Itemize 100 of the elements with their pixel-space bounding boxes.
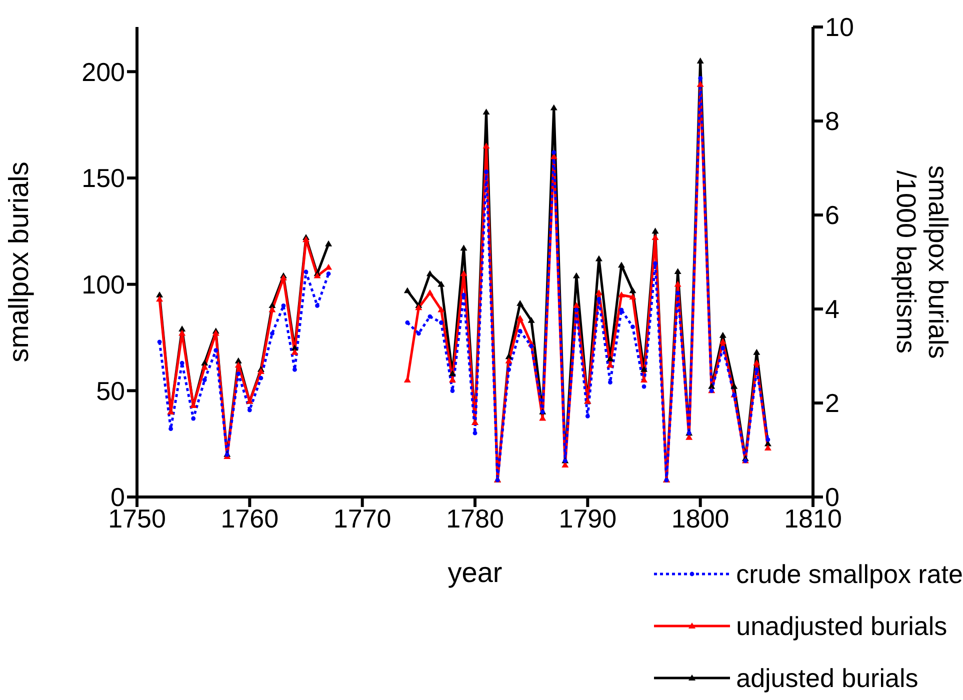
point [214,348,218,353]
point [698,76,703,80]
point [439,320,444,325]
point [696,80,704,87]
point [405,320,410,325]
y2-tick-label: 8 [825,106,840,136]
point [482,108,490,115]
y2-tick-label: 6 [825,200,840,230]
y-tick-label: 200 [82,56,125,87]
point [270,331,274,336]
point [281,304,286,308]
point [518,328,522,334]
point [505,357,512,364]
point [766,437,770,442]
point [585,414,590,418]
point [720,346,726,350]
point [448,370,456,376]
point [630,324,635,330]
point [236,372,241,376]
point [516,300,524,306]
point [291,348,298,355]
point [268,306,276,312]
point [326,272,331,276]
point [640,376,648,382]
point [201,364,208,370]
point [619,308,624,312]
point [764,444,772,451]
point [696,58,704,64]
point [516,314,524,321]
point [302,236,310,242]
point [652,234,659,240]
point [258,376,264,380]
point [157,340,162,344]
y-axis-title: smallpox burials [2,162,34,362]
point [438,280,445,287]
point [257,368,264,374]
point [438,306,445,312]
point [642,384,646,389]
point [460,270,468,276]
point [416,331,421,336]
point [754,367,759,372]
point [529,344,534,348]
point [606,355,614,362]
point [315,304,320,308]
point [178,330,186,336]
point [201,360,208,366]
point [528,316,535,323]
point [268,302,276,308]
point [484,170,488,174]
x-tick-label: 1790 [558,503,617,534]
y2-axis-title: smallpox burials /1000 baptisms [891,165,953,359]
point [404,287,411,294]
legend-label: crude smallpox rate [736,558,963,591]
point [562,462,569,468]
x-tick-label: 1760 [220,503,279,534]
point [572,302,580,308]
point [753,360,760,366]
point [653,261,658,266]
point [640,366,648,372]
x-tick-label: 1800 [671,503,730,534]
point [674,268,682,274]
point [574,308,579,312]
point [596,296,602,302]
y-tick-label: 150 [82,163,125,194]
point [753,348,760,355]
point [325,264,332,270]
point [426,270,434,276]
point [629,287,636,294]
point [652,228,659,234]
point [572,272,580,278]
point [304,270,308,274]
point [618,291,625,298]
legend-label: adjusted burials [736,662,918,695]
point [462,292,466,298]
point [460,244,468,251]
point [180,360,184,366]
point [450,388,455,393]
legend-label: unadjusted burials [736,610,948,643]
point [719,338,726,344]
point [426,289,434,296]
point [719,332,726,338]
point [247,408,252,412]
point [676,290,680,296]
point [550,104,558,110]
y2-tick-label: 2 [825,388,840,418]
point [191,416,196,421]
point [202,378,207,382]
point [325,240,332,246]
y-tick-label: 50 [96,376,125,406]
point [178,325,186,332]
point [156,296,164,302]
y2-tick-label: 4 [825,294,840,324]
point [428,314,432,319]
y2-tick-label: 10 [825,12,854,42]
point [674,280,682,287]
x-tick-label: 1770 [333,503,392,534]
point [708,382,716,389]
point [292,367,297,372]
x-axis-title: year [448,557,502,588]
point [629,294,636,300]
